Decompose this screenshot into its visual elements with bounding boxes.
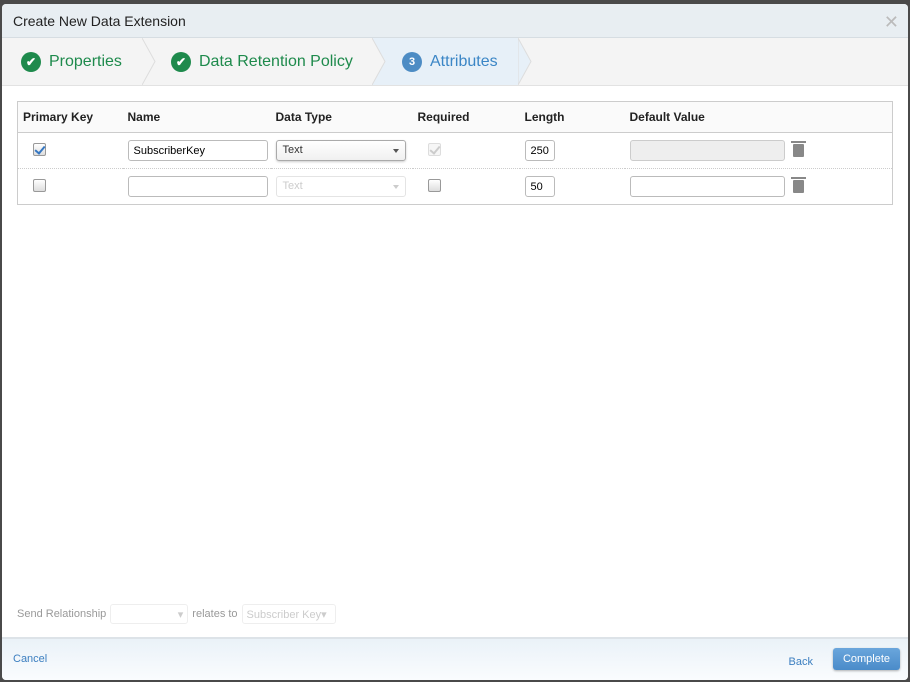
check-icon: ✔: [171, 51, 191, 72]
name-input[interactable]: [127, 176, 268, 197]
name-input[interactable]: [127, 140, 268, 161]
primary-key-checkbox[interactable]: [33, 142, 46, 156]
dialog: Create New Data Extension ✕ ✔ Properties …: [2, 4, 908, 680]
step-separator: [142, 38, 156, 85]
chevron-down-icon: ▾: [321, 609, 327, 621]
dialog-title: Create New Data Extension: [13, 13, 186, 29]
col-data-type: Data Type: [270, 101, 413, 133]
select-value: Text: [282, 144, 303, 156]
chevron-down-icon: [392, 185, 399, 192]
step-data-retention[interactable]: ✔ Data Retention Policy: [157, 38, 372, 85]
chevron-down-icon: ▾: [177, 609, 184, 621]
step-label: Properties: [49, 52, 122, 70]
data-type-select: Text: [275, 176, 406, 197]
length-input[interactable]: [524, 176, 555, 197]
col-primary-key: Primary Key: [17, 101, 123, 133]
check-icon: ✔: [21, 51, 41, 72]
default-value-input[interactable]: [629, 176, 785, 197]
select-value: Subscriber Key: [246, 609, 322, 621]
chevron-down-icon: [392, 149, 399, 156]
step-label: Attributes: [430, 52, 498, 70]
data-type-select[interactable]: Text: [275, 140, 406, 161]
col-name: Name: [122, 101, 271, 133]
complete-button[interactable]: Complete: [833, 648, 900, 670]
col-default-value: Default Value: [624, 101, 893, 133]
select-value: Text: [282, 180, 303, 192]
cancel-link[interactable]: Cancel: [13, 653, 48, 665]
wizard-steps: ✔ Properties ✔ Data Retention Policy 3 Attr…: [2, 38, 908, 86]
length-input[interactable]: [524, 140, 555, 161]
required-checkbox: [427, 142, 441, 156]
trash-icon[interactable]: [790, 140, 806, 157]
dialog-header: Create New Data Extension ✕: [2, 4, 908, 38]
col-required: Required: [412, 101, 520, 133]
relates-to-label: relates to: [192, 608, 238, 620]
table-header: Primary Key Name Data Type Required Leng…: [17, 101, 893, 133]
dialog-footer: Cancel Back Complete: [2, 637, 908, 680]
send-relationship-label: Send Relationship: [17, 608, 107, 620]
table-row: Text: [17, 132, 893, 169]
close-icon[interactable]: ✕: [883, 12, 899, 32]
trash-icon[interactable]: [790, 176, 806, 193]
table-row: Text: [18, 169, 893, 205]
back-link[interactable]: Back: [788, 656, 813, 668]
attributes-table: Primary Key Name Data Type Required Leng…: [17, 101, 893, 205]
step-separator: [372, 38, 386, 85]
default-value-input: [629, 140, 785, 161]
step-properties[interactable]: ✔ Properties: [2, 38, 142, 85]
required-checkbox[interactable]: [427, 178, 441, 192]
step-separator: [518, 38, 532, 85]
step-label: Data Retention Policy: [199, 52, 353, 70]
send-relationship-select: ▾: [110, 604, 189, 624]
step-attributes[interactable]: 3 Attributes: [372, 38, 518, 85]
send-relationship: Send Relationship ▾ relates to Subscribe…: [17, 604, 336, 624]
step-number: 3: [402, 51, 422, 72]
relates-to-select: Subscriber Key▾: [241, 604, 336, 624]
col-length: Length: [519, 101, 625, 133]
primary-key-checkbox[interactable]: [33, 178, 46, 192]
